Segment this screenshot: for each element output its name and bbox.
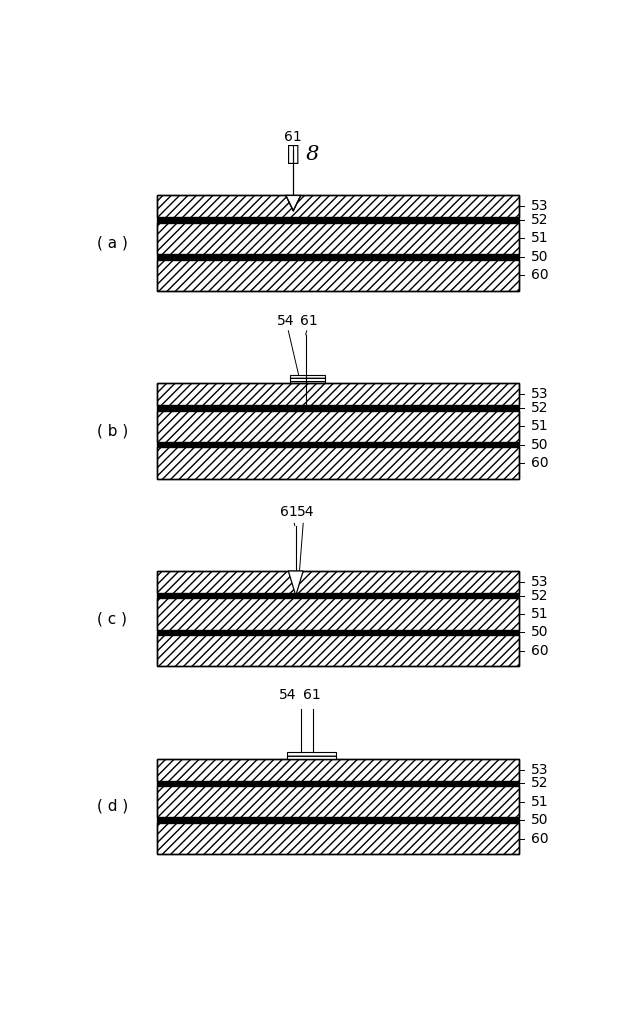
Text: ( c ): ( c ) <box>97 612 127 626</box>
Bar <box>157 593 519 598</box>
Text: 50: 50 <box>531 438 549 452</box>
Bar <box>157 823 519 854</box>
Text: 53: 53 <box>531 763 549 776</box>
Text: 60: 60 <box>531 831 549 845</box>
Text: 60: 60 <box>531 268 549 282</box>
Bar <box>157 818 519 823</box>
Text: ( a ): ( a ) <box>97 236 127 251</box>
Bar <box>157 405 519 410</box>
Bar <box>157 571 519 593</box>
Text: 52: 52 <box>531 213 549 228</box>
Text: 54: 54 <box>297 505 314 519</box>
Text: 図 8: 図 8 <box>287 145 319 165</box>
Text: 51: 51 <box>531 795 549 809</box>
Text: 52: 52 <box>531 401 549 415</box>
Bar <box>157 630 519 635</box>
Text: 51: 51 <box>531 607 549 621</box>
Bar <box>157 786 519 818</box>
Text: 50: 50 <box>531 250 549 264</box>
Bar <box>157 442 519 447</box>
Bar <box>157 571 519 666</box>
Bar <box>157 254 519 260</box>
Polygon shape <box>286 195 301 210</box>
Bar <box>157 260 519 291</box>
Text: 52: 52 <box>531 588 549 602</box>
Bar <box>157 410 519 442</box>
Text: 61: 61 <box>300 315 318 328</box>
Text: 61: 61 <box>303 689 321 702</box>
Bar <box>157 759 519 780</box>
Bar <box>157 383 519 405</box>
Text: 61: 61 <box>280 505 298 519</box>
Text: 54: 54 <box>277 315 294 328</box>
Bar <box>157 217 519 223</box>
Text: 51: 51 <box>531 232 549 246</box>
Bar <box>157 447 519 479</box>
Bar <box>157 635 519 666</box>
Text: ( d ): ( d ) <box>97 799 128 814</box>
Text: 52: 52 <box>531 776 549 790</box>
Bar <box>157 780 519 786</box>
Text: 61: 61 <box>284 130 302 144</box>
Polygon shape <box>288 571 303 595</box>
Bar <box>157 383 519 479</box>
Text: 60: 60 <box>531 456 549 470</box>
Text: 53: 53 <box>531 575 549 589</box>
Bar <box>287 752 337 759</box>
Bar <box>157 195 519 291</box>
Bar <box>157 195 519 217</box>
Text: 54: 54 <box>278 689 296 702</box>
Text: 51: 51 <box>531 420 549 433</box>
Text: 53: 53 <box>531 199 549 213</box>
Text: 53: 53 <box>531 387 549 401</box>
Text: 60: 60 <box>531 644 549 657</box>
Bar <box>157 598 519 630</box>
Bar <box>290 375 324 383</box>
Text: 50: 50 <box>531 626 549 639</box>
Text: 50: 50 <box>531 813 549 827</box>
Bar <box>157 759 519 854</box>
Bar <box>157 223 519 254</box>
Text: ( b ): ( b ) <box>97 424 128 439</box>
